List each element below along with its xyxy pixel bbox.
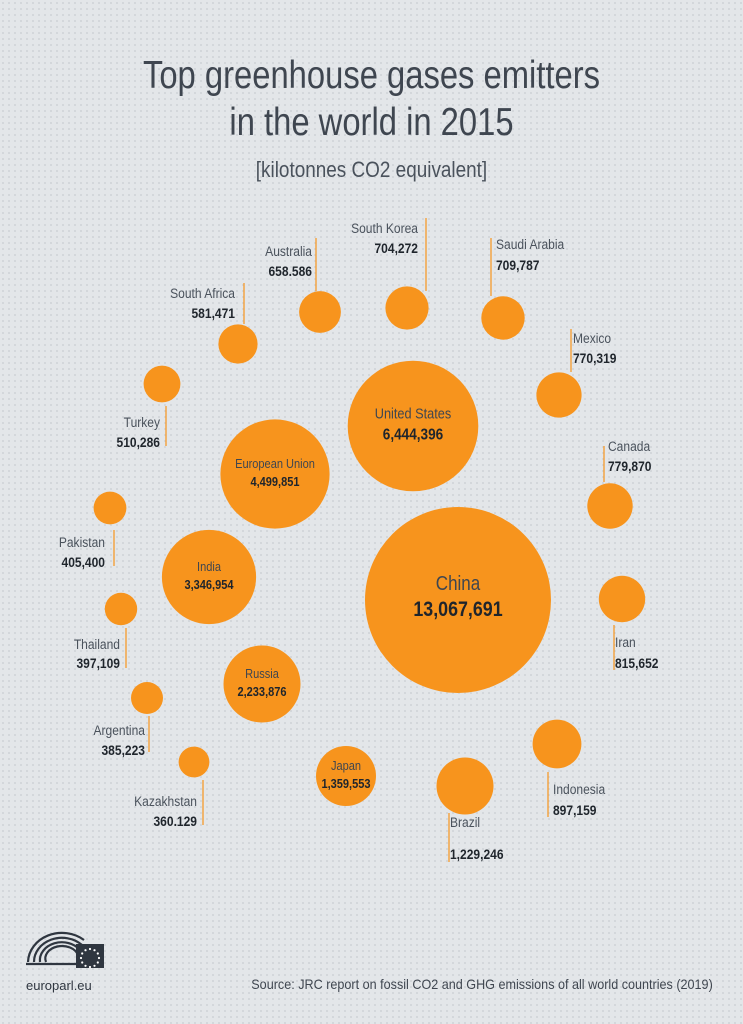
bubble-value-iran: 815,652 bbox=[615, 655, 658, 671]
bubble-label-australia: Australia bbox=[265, 243, 312, 259]
bubble-russia bbox=[223, 645, 301, 723]
bubble-value-china: 13,067,691 bbox=[413, 598, 502, 622]
bubble-value-indonesia: 897,159 bbox=[553, 802, 596, 818]
bubble-value-russia: 2,233,876 bbox=[237, 684, 286, 699]
bubble-label-iran: Iran bbox=[615, 634, 636, 650]
bubble-turkey bbox=[143, 365, 181, 403]
bubble-united-states bbox=[347, 360, 479, 492]
bubble-label-south-korea: South Korea bbox=[351, 220, 419, 236]
site-url: europarl.eu bbox=[26, 978, 92, 993]
bubble-label-russia: Russia bbox=[245, 666, 279, 681]
bubble-value-european-union: 4,499,851 bbox=[250, 474, 299, 489]
bubble-mexico bbox=[536, 372, 582, 418]
bubble-brazil bbox=[436, 757, 494, 815]
bubble-canada bbox=[587, 483, 633, 529]
bubble-value-canada: 779,870 bbox=[608, 458, 651, 474]
bubble-label-indonesia: Indonesia bbox=[553, 781, 606, 797]
bubble-label-mexico: Mexico bbox=[573, 330, 611, 346]
chart-title: Top greenhouse gases emitters in the wor… bbox=[142, 54, 601, 144]
bubble-label-japan: Japan bbox=[331, 758, 361, 773]
bubble-japan bbox=[316, 746, 376, 806]
bubble-value-south-africa: 581,471 bbox=[192, 305, 235, 321]
bubble-value-argentina: 385,223 bbox=[102, 742, 145, 758]
bubble-label-argentina: Argentina bbox=[93, 722, 145, 738]
bubble-value-mexico: 770,319 bbox=[573, 350, 616, 366]
bubble-label-turkey: Turkey bbox=[124, 414, 161, 430]
bubble-india bbox=[161, 529, 257, 625]
bubble-label-kazakhstan: Kazakhstan bbox=[134, 793, 197, 809]
bubble-label-canada: Canada bbox=[608, 438, 651, 454]
bubble-argentina bbox=[131, 682, 163, 714]
bubble-label-thailand: Thailand bbox=[74, 636, 120, 652]
bubble-value-brazil: 1,229,246 bbox=[450, 846, 504, 862]
source-note: Source: JRC report on fossil CO2 and GHG… bbox=[251, 976, 713, 992]
bubble-label-south-africa: South Africa bbox=[170, 285, 236, 301]
bubble-south-korea bbox=[385, 286, 429, 330]
bubble-value-australia: 658.586 bbox=[269, 263, 312, 279]
chart-subtitle: [kilotonnes CO2 equivalent] bbox=[255, 157, 488, 182]
bubble-value-pakistan: 405,400 bbox=[62, 554, 105, 570]
bubble-china bbox=[365, 507, 551, 693]
bubble-saudi-arabia bbox=[481, 296, 525, 340]
bubble-label-china: China bbox=[436, 572, 481, 595]
bubble-label-united-states: United States bbox=[375, 404, 452, 421]
bubble-label-brazil: Brazil bbox=[450, 814, 480, 830]
bubble-south-africa bbox=[218, 324, 258, 364]
bubble-indonesia bbox=[532, 719, 582, 769]
bubble-label-india: India bbox=[197, 559, 221, 574]
bubble-value-south-korea: 704,272 bbox=[375, 240, 418, 256]
bubble-iran bbox=[598, 575, 646, 623]
bubble-value-india: 3,346,954 bbox=[184, 577, 233, 592]
bubble-label-european-union: European Union bbox=[235, 456, 315, 471]
bubble-kazakhstan bbox=[178, 746, 210, 778]
bubble-european-union bbox=[220, 419, 330, 529]
bubble-label-pakistan: Pakistan bbox=[59, 534, 105, 550]
bubble-value-kazakhstan: 360.129 bbox=[154, 813, 197, 829]
bubble-value-thailand: 397,109 bbox=[77, 655, 120, 671]
bubble-value-turkey: 510,286 bbox=[117, 434, 160, 450]
bubble-pakistan bbox=[93, 491, 127, 525]
bubble-label-saudi-arabia: Saudi Arabia bbox=[496, 236, 565, 252]
bubble-australia bbox=[299, 291, 341, 333]
bubble-value-united-states: 6,444,396 bbox=[383, 427, 443, 444]
bubble-value-saudi-arabia: 709,787 bbox=[496, 257, 539, 273]
european-parliament-logo-icon bbox=[26, 931, 104, 969]
bubble-thailand bbox=[104, 592, 138, 626]
bubble-value-japan: 1,359,553 bbox=[321, 776, 370, 791]
